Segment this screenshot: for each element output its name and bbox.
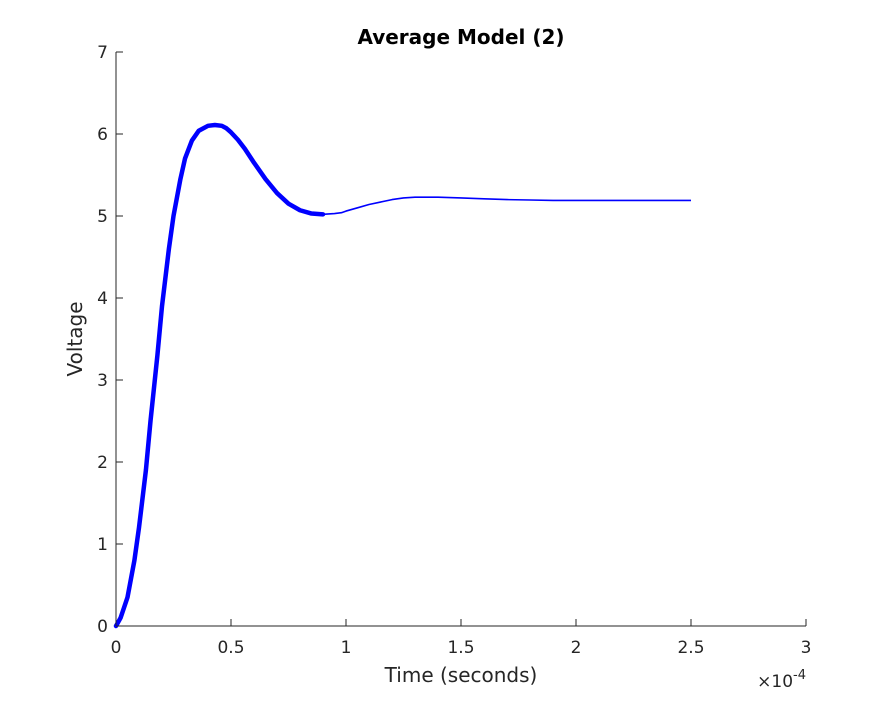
y-tick-label: 4 <box>97 289 108 309</box>
x-exponent-times: × <box>757 672 771 692</box>
plot-area <box>116 52 806 626</box>
series-line <box>115 124 691 627</box>
x-axis-label: Time (seconds) <box>384 663 538 687</box>
x-tick-label: 0 <box>111 638 122 658</box>
x-tick-label: 0.5 <box>217 638 244 658</box>
x-tick-label: 1 <box>341 638 352 658</box>
y-axis-label: Voltage <box>63 301 87 376</box>
y-tick-label: 2 <box>97 453 108 473</box>
chart-title: Average Model (2) <box>357 25 564 49</box>
x-tick-label: 2 <box>571 638 582 658</box>
y-tick-label: 3 <box>97 371 108 391</box>
y-tick-label: 6 <box>97 125 108 145</box>
x-exponent-power: -4 <box>793 668 806 683</box>
y-tick-label: 5 <box>97 207 108 227</box>
x-ticks: 0 0.5 1 1.5 2 2.5 3 <box>111 619 812 658</box>
series-layer <box>113 122 691 629</box>
y-tick-label: 1 <box>97 535 108 555</box>
y-tick-label: 0 <box>97 617 108 637</box>
x-tick-label: 2.5 <box>677 638 704 658</box>
x-exponent-label: ×10-4 <box>757 668 806 692</box>
x-tick-label: 3 <box>801 638 812 658</box>
x-tick-label: 1.5 <box>447 638 474 658</box>
y-tick-label: 7 <box>97 43 108 63</box>
x-exponent-base: 10 <box>771 672 793 692</box>
y-ticks: 0 1 2 3 4 5 6 7 <box>97 43 123 637</box>
